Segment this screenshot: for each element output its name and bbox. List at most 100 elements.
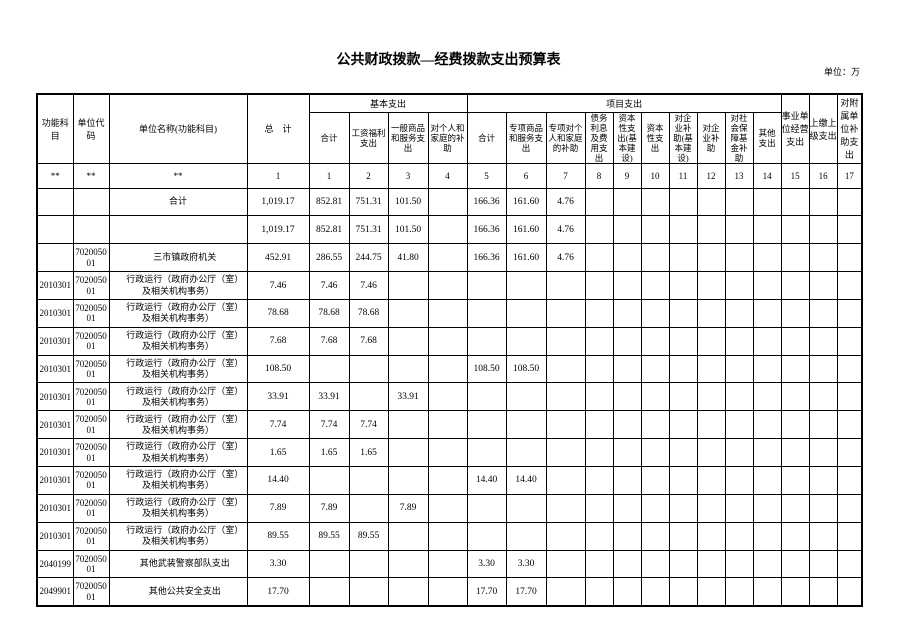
col-header: 工资福利支出 (348, 111, 389, 164)
cell-p_family (545, 326, 586, 356)
cell-p_goods (505, 298, 547, 328)
cell-affil (836, 493, 863, 523)
cell-name: 其他公共安全支出 (108, 577, 248, 607)
cell-affil (836, 215, 863, 245)
cell-biz (780, 549, 810, 579)
cell-p_goods: 161.60 (505, 215, 547, 245)
cell-b_wage (348, 493, 389, 523)
cell-p_cap (640, 577, 670, 607)
col-header: 上缴上级支出 (808, 93, 838, 164)
cell-biz (780, 243, 810, 273)
cell-p_cap (640, 466, 670, 495)
cell-p_ent_basic (668, 271, 698, 300)
table-row: 2010301 702005001 行政运行（政府办公厅（室）及相关机构事务） 1.6… (36, 438, 863, 468)
col-index: 1 (246, 162, 310, 189)
cell-func: 2010301 (36, 521, 74, 551)
cell-p_ent (696, 521, 726, 551)
cell-p_debt (584, 549, 614, 579)
col-header: 一般商品和服务支出 (387, 111, 429, 164)
cell-total: 78.68 (246, 298, 310, 328)
cell-b_goods: 33.91 (387, 382, 429, 412)
cell-affil (836, 382, 863, 412)
cell-func: 2010301 (36, 271, 74, 300)
cell-name: 三市镇政府机关 (108, 243, 248, 273)
table-row: 2010301 702005001 行政运行（政府办公厅（室）及相关机构事务） 7.6… (36, 326, 863, 356)
col-header: 对社会保障基金补助 (724, 111, 754, 164)
cell-p_debt (584, 354, 614, 384)
table-row: 2010301 702005001 行政运行（政府办公厅（室）及相关机构事务） 14.… (36, 466, 863, 495)
cell-p_total (466, 382, 507, 412)
cell-affil (836, 549, 863, 579)
cell-b_wage (348, 549, 389, 579)
cell-b_total (308, 549, 350, 579)
cell-func: 2010301 (36, 410, 74, 440)
cell-b_total: 7.68 (308, 326, 350, 356)
cell-p_cap (640, 438, 670, 468)
cell-p_debt (584, 466, 614, 495)
cell-b_goods (387, 326, 429, 356)
cell-b_goods (387, 466, 429, 495)
table-row: 2010301 702005001 行政运行（政府办公厅（室）及相关机构事务） 89.… (36, 521, 863, 551)
cell-total: 7.46 (246, 271, 310, 300)
cell-func: 2010301 (36, 438, 74, 468)
cell-p_ent (696, 382, 726, 412)
cell-total: 3.30 (246, 549, 310, 579)
cell-b_goods (387, 438, 429, 468)
cell-p_cap (640, 521, 670, 551)
cell-b_goods: 101.50 (387, 187, 429, 217)
cell-b_goods (387, 271, 429, 300)
col-index: 5 (466, 162, 507, 189)
cell-p_debt (584, 243, 614, 273)
cell-p_ent (696, 410, 726, 440)
col-header: 功能科目 (36, 93, 74, 164)
col-index: 9 (612, 162, 642, 189)
cell-p_other (752, 549, 782, 579)
cell-p_family: 4.76 (545, 215, 586, 245)
cell-b_family (427, 466, 468, 495)
cell-affil (836, 271, 863, 300)
cell-p_social (724, 243, 754, 273)
cell-p_ent (696, 438, 726, 468)
cell-p_family (545, 354, 586, 384)
cell-b_goods (387, 410, 429, 440)
cell-p_ent_basic (668, 410, 698, 440)
cell-total: 89.55 (246, 521, 310, 551)
table-row: 2010301 702005001 行政运行（政府办公厅（室）及相关机构事务） 78.… (36, 298, 863, 328)
cell-p_cap (640, 243, 670, 273)
cell-b_family (427, 521, 468, 551)
header-index-row: ** ** ** 1 1 2 3 4 5 6 7 8 9 10 11 12 13 14 15 16 17 (36, 162, 863, 189)
col-header: 专项商品和服务支出 (505, 111, 547, 164)
cell-p_debt (584, 271, 614, 300)
cell-upper (808, 549, 838, 579)
cell-b_wage (348, 466, 389, 495)
cell-func: 2010301 (36, 466, 74, 495)
table-row: 2010301 702005001 行政运行（政府办公厅（室）及相关机构事务） 7.7… (36, 410, 863, 440)
cell-p_family (545, 410, 586, 440)
cell-p_total (466, 438, 507, 468)
cell-code: 702005001 (72, 382, 110, 412)
cell-b_family (427, 549, 468, 579)
cell-p_debt (584, 298, 614, 328)
budget-table: 功能科目 单位代码 单位名称(功能科目) 总 计基本支出 项目支出 事业单位经营支出 上缴上… (36, 93, 864, 607)
cell-b_wage: 751.31 (348, 215, 389, 245)
cell-p_cap_basic (612, 521, 642, 551)
cell-code (72, 187, 110, 217)
cell-b_total (308, 466, 350, 495)
cell-b_total (308, 354, 350, 384)
cell-p_ent (696, 243, 726, 273)
cell-p_goods: 161.60 (505, 243, 547, 273)
cell-name: 行政运行（政府办公厅（室）及相关机构事务） (108, 354, 248, 384)
cell-b_wage (348, 382, 389, 412)
col-index: 14 (752, 162, 782, 189)
cell-p_total: 166.36 (466, 187, 507, 217)
cell-upper (808, 521, 838, 551)
cell-p_total (466, 326, 507, 356)
cell-upper (808, 410, 838, 440)
cell-upper (808, 577, 838, 607)
cell-biz (780, 493, 810, 523)
cell-affil (836, 438, 863, 468)
cell-p_social (724, 271, 754, 300)
cell-p_cap (640, 271, 670, 300)
cell-upper (808, 271, 838, 300)
cell-p_debt (584, 382, 614, 412)
